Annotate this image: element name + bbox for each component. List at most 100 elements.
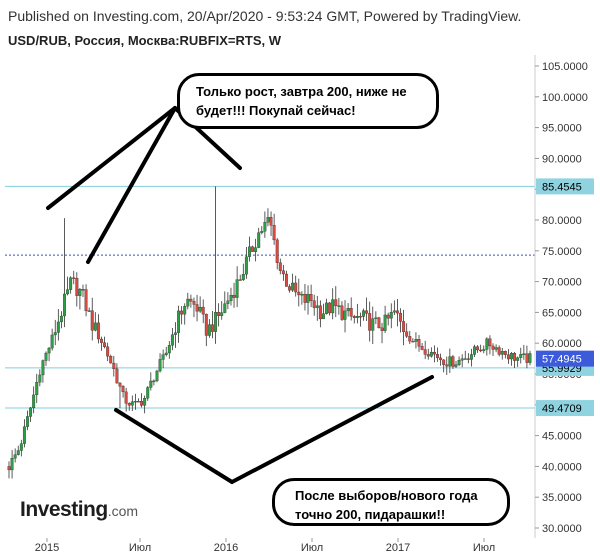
candle-body — [124, 391, 128, 404]
bubble-text-line: Только рост, завтра 200, ниже не — [196, 84, 407, 99]
level-label: 49.4709 — [542, 403, 582, 415]
candle-body — [318, 305, 322, 320]
candle-body — [473, 346, 476, 355]
candle-body — [328, 302, 332, 314]
candle-body — [278, 262, 282, 271]
candle-body — [44, 352, 48, 361]
candle-body — [291, 282, 295, 291]
candle-body — [22, 426, 26, 444]
candle-body — [362, 310, 365, 317]
candle-body — [402, 321, 406, 332]
speech-bubble-top: Только рост, завтра 200, ниже не будет!!… — [177, 73, 439, 129]
candle-body — [254, 247, 258, 252]
candle-body — [417, 339, 421, 347]
candle-body — [93, 322, 97, 331]
candle-body — [32, 394, 36, 409]
candle-body — [466, 358, 470, 360]
x-tick-label: Июл — [473, 542, 495, 554]
candle-body — [90, 310, 94, 331]
candle-body — [485, 338, 489, 350]
candle-body — [78, 289, 82, 296]
candle-body — [257, 232, 261, 248]
candle-body — [321, 313, 325, 320]
candle-body — [177, 310, 181, 333]
candle-body — [497, 347, 501, 355]
candle-body — [16, 450, 20, 455]
candle-body — [7, 466, 11, 471]
candle-body — [436, 354, 439, 359]
bubble-text-line: точно 200, пидарашки!! — [295, 507, 446, 522]
candle-body — [510, 353, 513, 360]
candle-body — [226, 300, 230, 304]
candle-body — [100, 338, 103, 343]
candle-body — [229, 294, 233, 302]
candle-body — [266, 217, 270, 223]
symbol-title: USD/RUB, Россия, Москва:RUBFIX=RTS, W — [8, 33, 282, 48]
candle-body — [337, 305, 341, 307]
y-tick-label: 95.0000 — [542, 123, 582, 135]
candle-body — [331, 299, 335, 314]
candle-body — [423, 349, 427, 355]
candle-body — [482, 349, 486, 351]
level-label-bg — [536, 178, 594, 195]
candle-body — [96, 322, 100, 340]
candle-body — [285, 273, 288, 287]
bubble-text-line: После выборов/нового года — [295, 488, 478, 503]
candle-body — [41, 360, 45, 376]
candle-body — [374, 317, 378, 319]
candle-body — [204, 313, 208, 336]
candle-body — [146, 387, 150, 399]
candle-body — [325, 302, 328, 314]
y-tick-label: 35.0000 — [542, 492, 582, 504]
candle-body — [152, 380, 156, 383]
candle-body — [377, 317, 381, 329]
candle-body — [522, 353, 526, 355]
candle-body — [346, 308, 350, 312]
candle-body — [380, 327, 384, 331]
candle-body — [488, 338, 492, 347]
candle-body — [38, 374, 42, 383]
candle-body — [87, 310, 91, 312]
y-tick-label: 60.0000 — [542, 338, 582, 350]
candle-body — [69, 277, 73, 290]
candle-body — [164, 352, 168, 355]
candle-body — [445, 364, 449, 367]
candle-body — [84, 289, 88, 311]
x-tick-label: 2017 — [386, 542, 410, 554]
candle-body — [143, 398, 147, 406]
y-tick-label: 80.0000 — [542, 215, 582, 227]
y-tick-label: 105.0000 — [542, 61, 588, 73]
candle-body — [411, 340, 415, 343]
current-price-label: 57.4945 — [542, 354, 582, 366]
candle-body — [263, 222, 267, 232]
candle-body — [392, 310, 396, 313]
candle-body — [500, 351, 504, 355]
candle-body — [238, 279, 242, 281]
candle-body — [454, 364, 458, 367]
candle-body — [429, 351, 433, 357]
candle-body — [170, 334, 174, 346]
candle-body — [312, 300, 316, 308]
candle-body — [186, 298, 190, 307]
candle-body — [211, 324, 214, 332]
level-label-bg — [536, 400, 594, 417]
candle-body — [491, 345, 495, 350]
pointer-line — [86, 106, 177, 264]
candle-body — [448, 356, 452, 367]
candle-body — [10, 458, 14, 471]
candle-body — [519, 354, 523, 358]
candle-body — [389, 312, 393, 319]
candle-body — [528, 353, 532, 363]
candle-body — [66, 289, 70, 295]
candle-body — [457, 359, 461, 365]
bubble-text-line: будет!!! Покупай сейчас! — [196, 103, 356, 118]
candle-body — [59, 315, 63, 323]
candle-body — [149, 380, 153, 388]
candle-body — [272, 225, 276, 241]
candle-body — [220, 312, 224, 316]
candle-body — [300, 294, 304, 296]
y-tick-label: 90.0000 — [542, 153, 582, 165]
candle-body — [349, 308, 353, 317]
candle-body — [513, 353, 517, 361]
candle-body — [442, 359, 446, 365]
